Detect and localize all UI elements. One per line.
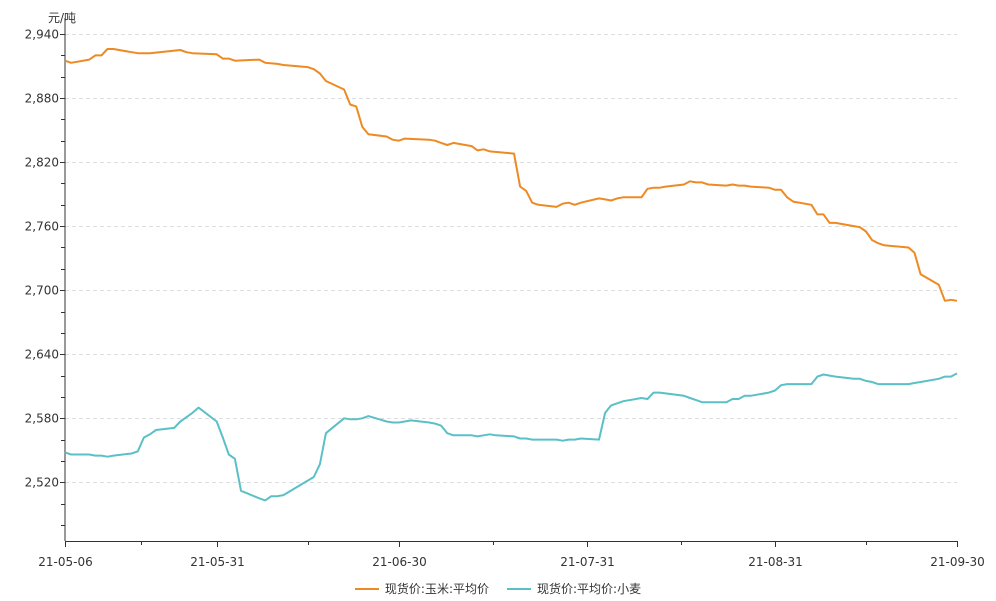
y-tick-label: 2,940 xyxy=(25,28,59,42)
y-tick-label: 2,700 xyxy=(25,284,59,298)
legend-item-corn[interactable]: 现货价:玉米:平均价 xyxy=(354,580,489,597)
y-axis: 2,520 2,580 2,640 2,700 2,760 2,820 2,880 2,940 xyxy=(25,18,66,541)
legend-label-corn: 现货价:玉米:平均价 xyxy=(384,582,489,596)
legend: 现货价:玉米:平均价 现货价:平均价:小麦 xyxy=(0,580,996,597)
x-tick-label: 21-08-31 xyxy=(748,555,802,569)
line-chart: 元/吨 2,5202,5802,6402,7002,7602,8202,8802… xyxy=(25,11,985,569)
y-axis-unit-label: 元/吨 xyxy=(48,11,76,25)
y-tick-label: 2,820 xyxy=(25,156,59,170)
grid-lines xyxy=(65,34,957,483)
x-axis: 21-05-06 21-05-31 21-06-30 21-07-31 21-08-31… xyxy=(38,541,985,569)
x-tick-label: 21-07-31 xyxy=(560,555,614,569)
legend-swatch-wheat xyxy=(507,587,531,590)
series-lines xyxy=(64,48,958,502)
y-tick-label: 2,640 xyxy=(25,348,59,362)
legend-swatch-corn xyxy=(354,587,379,590)
legend-item-wheat[interactable]: 现货价:平均价:小麦 xyxy=(507,580,641,597)
series-line-wheat xyxy=(64,372,958,502)
x-tick-label: 21-05-31 xyxy=(190,555,244,569)
y-tick-label: 2,520 xyxy=(25,476,59,490)
x-tick-label: 21-09-30 xyxy=(930,555,984,569)
legend-label-wheat: 现货价:平均价:小麦 xyxy=(537,582,642,596)
series-line-corn xyxy=(64,48,958,302)
y-tick-label: 2,580 xyxy=(25,412,59,426)
x-tick-label: 21-06-30 xyxy=(372,555,426,569)
y-tick-label: 2,880 xyxy=(25,92,59,106)
x-tick-label: 21-05-06 xyxy=(38,555,92,569)
y-tick-label: 2,760 xyxy=(25,220,59,234)
